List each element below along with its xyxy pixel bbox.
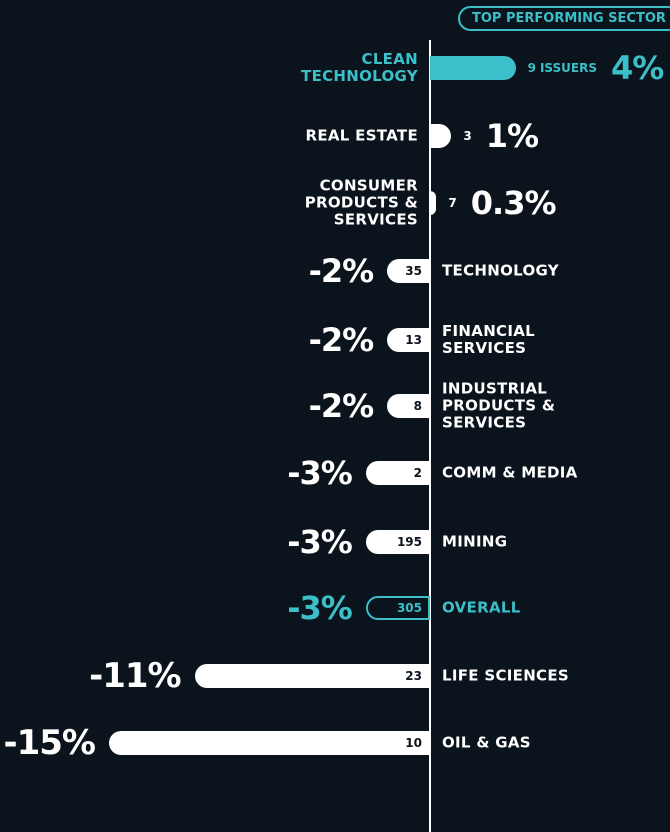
bar	[365, 530, 430, 554]
issuer-count: 2	[413, 466, 422, 480]
issuer-count: 195	[396, 535, 422, 549]
value-label: -11%	[89, 656, 181, 696]
bar	[430, 191, 437, 215]
bar	[387, 259, 430, 283]
category-label: COMM & MEDIA	[442, 463, 578, 482]
bar	[365, 461, 430, 485]
bar	[430, 56, 516, 80]
value-label: -15%	[3, 723, 96, 763]
issuer-unit: ISSUERS	[539, 61, 597, 75]
issuer-count: 305	[396, 601, 422, 615]
issuer-count: 9	[527, 61, 536, 75]
category-label: CLEAN TECHNOLOGY	[301, 50, 418, 85]
value-label: -2%	[308, 387, 375, 425]
value-label: -2%	[308, 321, 375, 359]
category-label: OIL & GAS	[442, 733, 531, 752]
category-label: LIFE SCIENCES	[442, 666, 570, 685]
issuer-count: 13	[405, 333, 422, 347]
category-label: OVERALL	[442, 598, 521, 617]
label-group: 9 ISSUERS 4%	[527, 49, 665, 87]
issuer-count: 7	[448, 196, 457, 210]
category-label: REAL ESTATE	[305, 126, 418, 145]
value-label: 0.3%	[470, 184, 557, 222]
bar	[430, 124, 452, 148]
bar	[109, 731, 430, 755]
category-label: INDUSTRIAL PRODUCTS & SERVICES	[442, 379, 556, 432]
label-group: 3 1%	[463, 117, 539, 155]
issuer-count: 23	[405, 669, 422, 683]
issuer-count: 35	[405, 264, 422, 278]
category-label: FINANCIAL SERVICES	[442, 322, 536, 357]
issuer-count: 3	[463, 129, 472, 143]
issuer-count: 10	[405, 736, 422, 750]
bar	[387, 394, 430, 418]
value-label: 4%	[611, 49, 664, 87]
value-label: 1%	[485, 117, 539, 155]
category-label: CONSUMER PRODUCTS & SERVICES	[304, 176, 418, 229]
issuer-count: 8	[413, 399, 422, 413]
category-label: MINING	[442, 532, 508, 551]
label-group: 7 0.3%	[448, 184, 557, 222]
bar	[387, 328, 430, 352]
category-label: TECHNOLOGY	[442, 261, 559, 280]
badge: TOP PERFORMING SECTOR	[458, 6, 670, 31]
value-label: -3%	[287, 589, 353, 627]
bar	[365, 596, 430, 620]
bar	[194, 664, 430, 688]
value-label: -3%	[287, 454, 353, 492]
value-label: -3%	[287, 523, 353, 561]
axis-line	[429, 40, 431, 832]
value-label: -2%	[308, 252, 375, 290]
